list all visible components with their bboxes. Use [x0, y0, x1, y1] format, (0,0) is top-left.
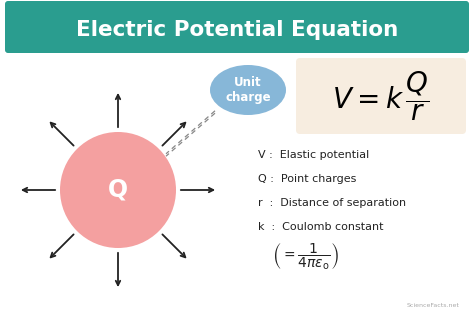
Text: ScienceFacts.net: ScienceFacts.net — [407, 303, 460, 308]
Text: $\left( = \dfrac{1}{4\pi\varepsilon_{\rm o}} \right)$: $\left( = \dfrac{1}{4\pi\varepsilon_{\rm… — [272, 242, 339, 272]
FancyBboxPatch shape — [5, 1, 469, 53]
Text: $V = k\,\dfrac{Q}{r}$: $V = k\,\dfrac{Q}{r}$ — [332, 69, 430, 123]
Ellipse shape — [210, 65, 286, 115]
Text: Unit
charge: Unit charge — [225, 76, 271, 105]
Text: Q: Q — [108, 178, 128, 202]
Text: Electric Potential Equation: Electric Potential Equation — [76, 20, 398, 40]
Text: Q :  Point charges: Q : Point charges — [258, 174, 356, 184]
Text: k  :  Coulomb constant: k : Coulomb constant — [258, 222, 383, 232]
Circle shape — [60, 132, 176, 248]
Text: V :  Elastic potential: V : Elastic potential — [258, 150, 369, 160]
FancyBboxPatch shape — [296, 58, 466, 134]
Text: r  :  Distance of separation: r : Distance of separation — [258, 198, 406, 208]
